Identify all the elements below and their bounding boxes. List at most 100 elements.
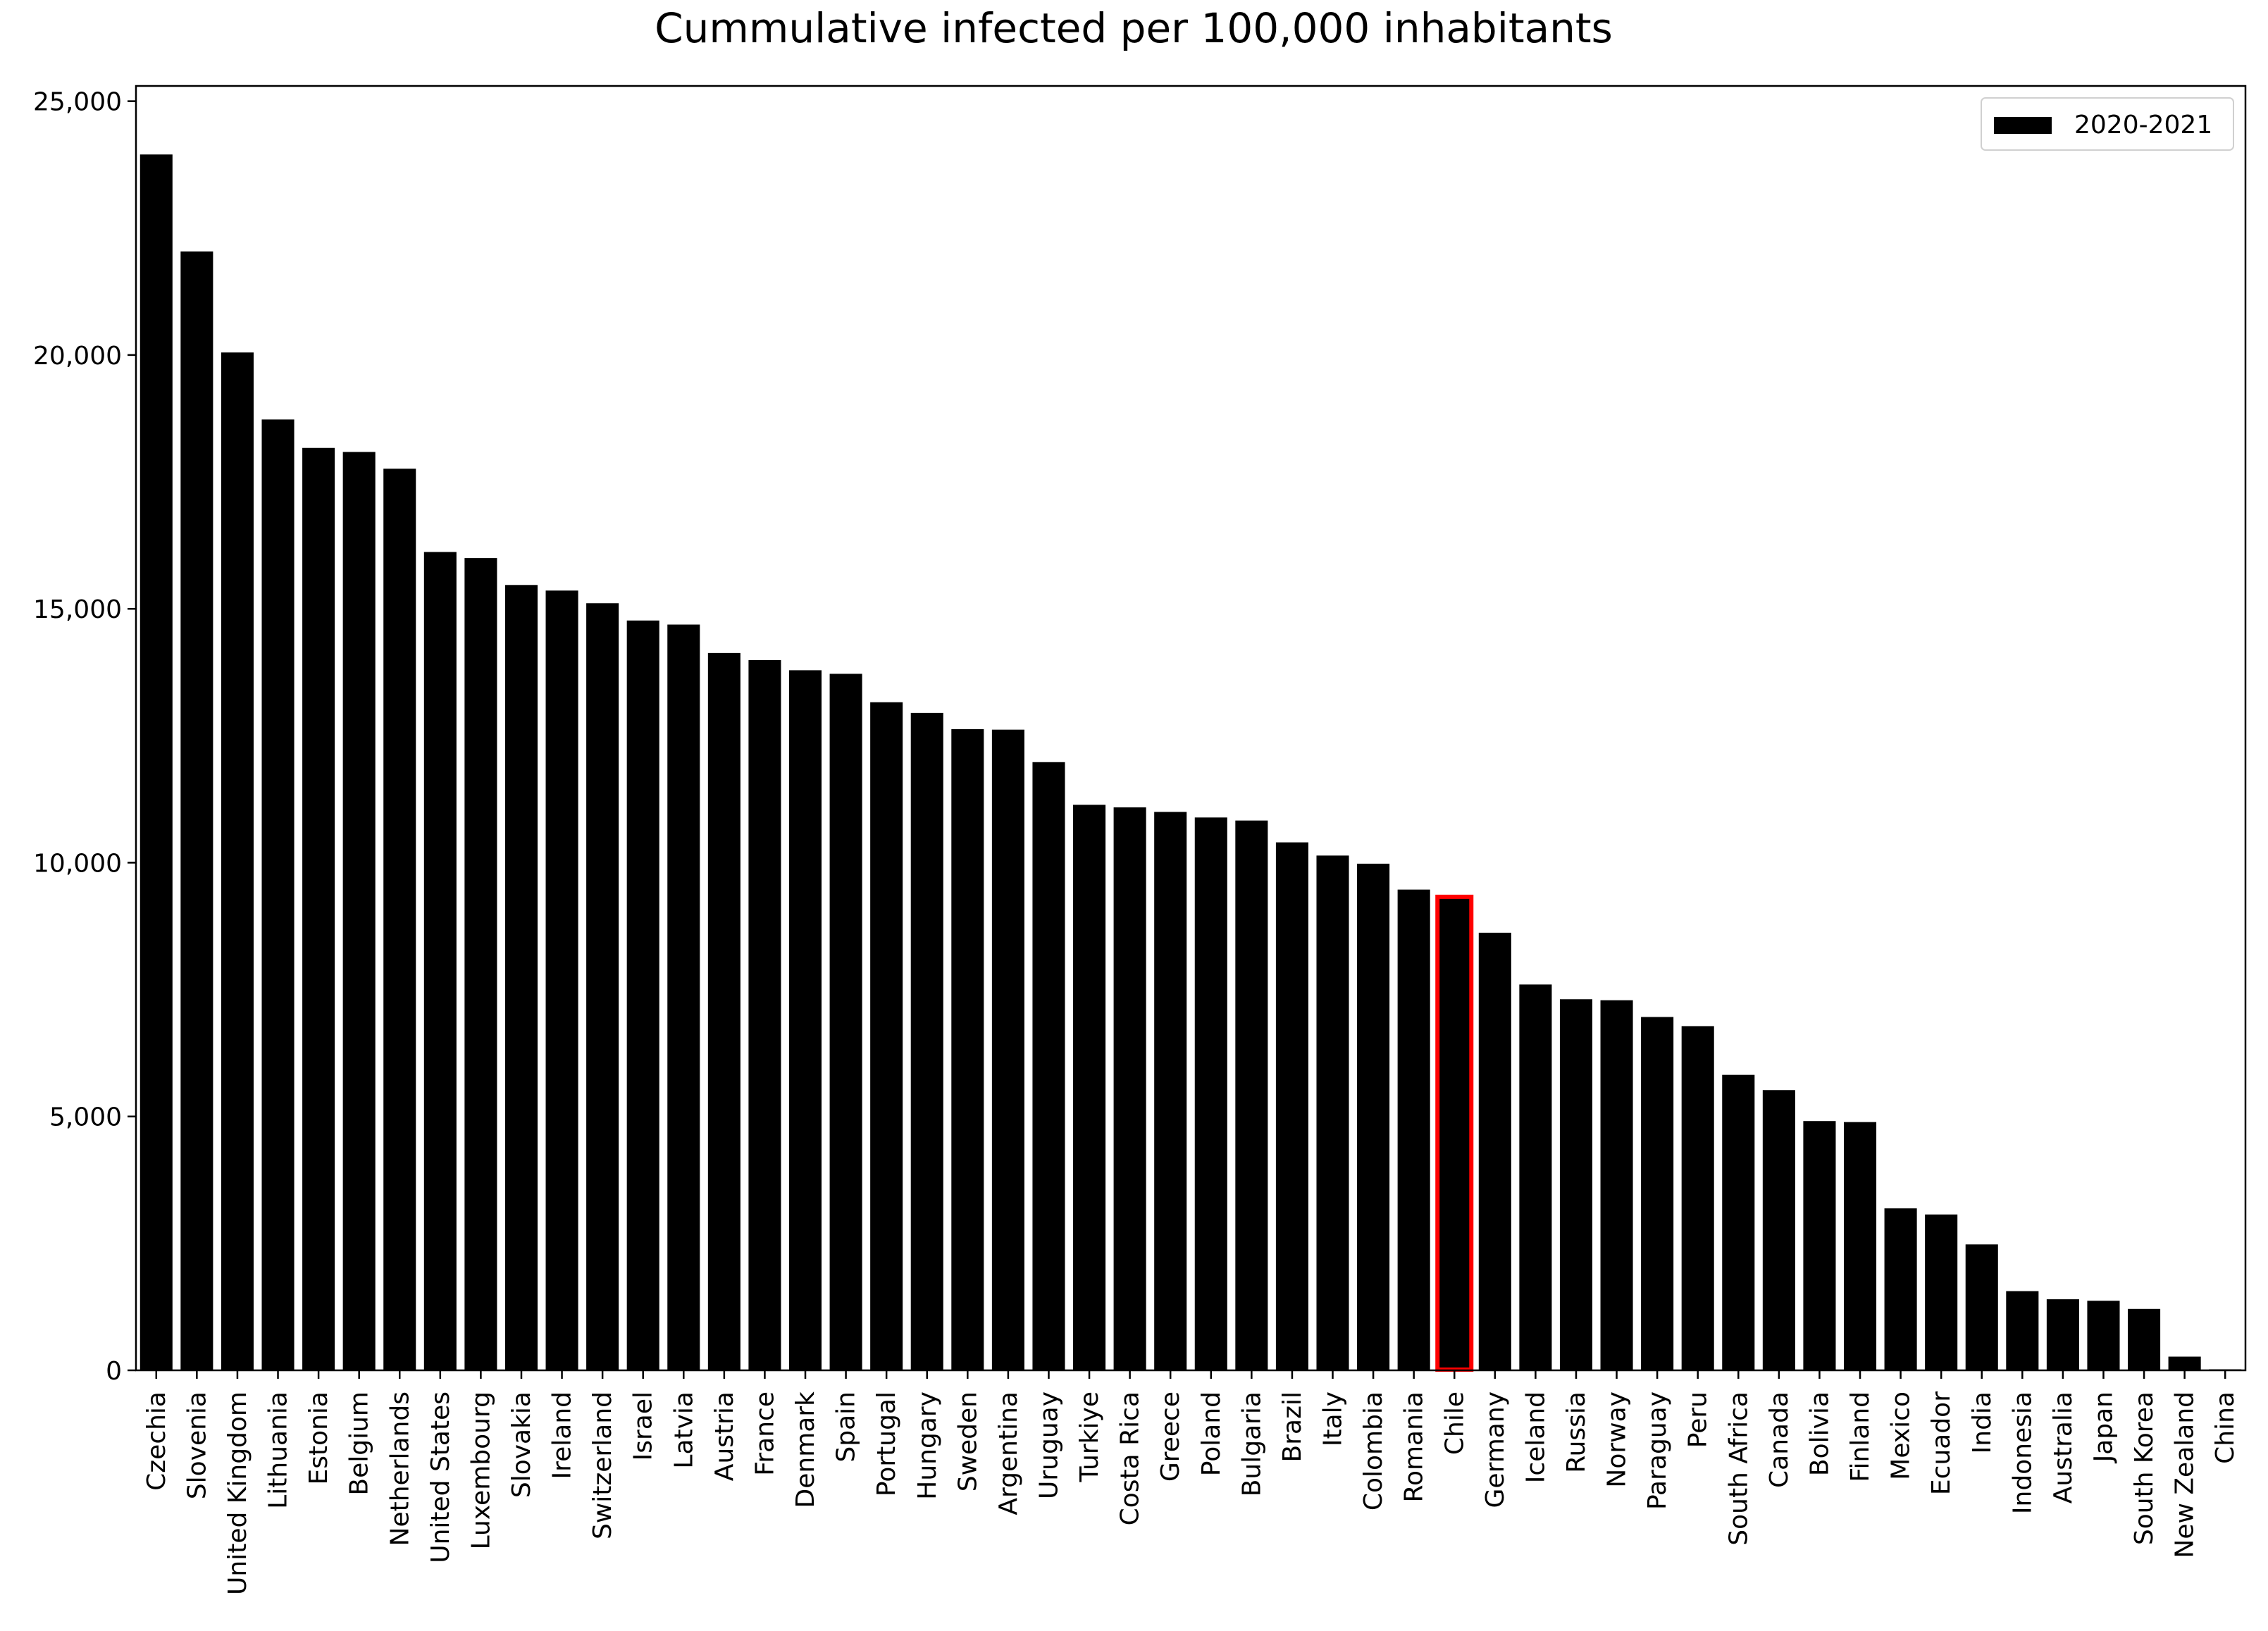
x-tick-label-new-zealand: New Zealand [2171,1391,2200,1558]
x-tick-label-australia: Australia [2049,1391,2078,1503]
x-tick-label-romania: Romania [1400,1391,1429,1502]
bar-slovakia [504,585,538,1370]
bar-russia [1559,999,1593,1370]
bar-norway [1600,1000,1633,1370]
bar-luxembourg [464,558,497,1370]
y-tick-label: 20,000 [33,342,122,371]
bar-portugal [870,702,903,1370]
bar-latvia [667,624,700,1370]
bar-chile [1438,898,1471,1370]
bar-israel [626,620,659,1370]
x-tick-label-finland: Finland [1846,1391,1875,1482]
x-tick-label-brazil: Brazil [1278,1391,1307,1462]
x-tick-label-norway: Norway [1603,1391,1632,1488]
x-tick-label-portugal: Portugal [872,1391,901,1496]
legend-box [1981,97,2234,151]
x-tick-label-argentina: Argentina [994,1391,1023,1515]
bar-south-korea [2128,1308,2161,1370]
x-tick-label-belgium: Belgium [345,1391,374,1496]
bar-mexico [1884,1208,1917,1370]
x-tick-label-united-states: United States [426,1391,455,1563]
bar-ireland [545,590,578,1370]
x-tick-label-austria: Austria [710,1391,739,1481]
bar-bulgaria [1235,820,1268,1370]
bar-austria [707,652,740,1370]
legend-label: 2020-2021 [2074,111,2212,139]
bar-india [1965,1244,1998,1370]
bar-belgium [342,452,376,1370]
bar-czechia [140,154,173,1370]
bar-italy [1316,855,1349,1370]
bar-turkiye [1073,805,1106,1370]
x-tick-label-turkiye: Turkiye [1075,1391,1104,1482]
bar-colombia [1357,863,1390,1370]
bar-greece [1154,812,1187,1370]
plot-frame [135,85,2247,1372]
x-tick-label-canada: Canada [1765,1391,1794,1488]
bar-spain [829,674,862,1370]
bar-united-kingdom [221,352,254,1370]
bar-paraguay [1641,1017,1674,1370]
x-tick-label-poland: Poland [1197,1391,1226,1476]
y-tick-label: 15,000 [33,595,122,624]
x-tick-label-south-korea: South Korea [2130,1391,2159,1545]
x-tick-label-latvia: Latvia [669,1391,698,1469]
bar-bolivia [1803,1121,1836,1370]
legend: 2020-2021 [1981,97,2234,151]
x-tick-label-united-kingdom: United Kingdom [223,1391,252,1595]
bar-romania [1397,889,1430,1370]
x-tick-label-colombia: Colombia [1359,1391,1388,1511]
x-tick-label-luxembourg: Luxembourg [466,1391,495,1549]
bar-uruguay [1032,762,1065,1370]
bar-peru [1681,1026,1714,1370]
x-tick-label-israel: Israel [629,1391,658,1461]
x-tick-label-china: China [2211,1391,2240,1464]
bar-japan [2087,1301,2120,1370]
bar-sweden [951,728,984,1370]
x-tick-label-peru: Peru [1684,1391,1713,1448]
bar-iceland [1519,984,1552,1370]
bar-netherlands [383,469,416,1370]
y-tick-label: 5,000 [49,1103,122,1132]
bar-poland [1194,817,1227,1370]
bar-indonesia [2006,1291,2039,1370]
x-tick-label-bulgaria: Bulgaria [1237,1391,1266,1496]
bar-estonia [302,447,335,1370]
x-tick-label-indonesia: Indonesia [2008,1391,2037,1514]
bar-finland [1843,1122,1877,1370]
x-tick-label-iceland: Iceland [1521,1391,1550,1483]
bar-ecuador [1925,1214,1958,1370]
chart-title: Cummulative infected per 100,000 inhabit… [655,4,1613,52]
x-tick-label-hungary: Hungary [913,1391,942,1500]
x-tick-label-denmark: Denmark [791,1391,820,1508]
x-tick-label-france: France [750,1391,779,1476]
x-tick-label-bolivia: Bolivia [1805,1391,1834,1476]
x-tick-label-india: India [1968,1391,1997,1453]
bar-argentina [991,729,1024,1370]
y-tick-label: 10,000 [33,849,122,878]
x-tick-label-paraguay: Paraguay [1643,1391,1672,1510]
x-tick-label-sweden: Sweden [953,1391,982,1492]
bar-slovenia [180,251,213,1370]
bar-canada [1762,1090,1795,1370]
x-tick-label-italy: Italy [1319,1391,1348,1446]
x-tick-label-germany: Germany [1481,1391,1510,1508]
x-tick-label-south-africa: South Africa [1724,1391,1753,1546]
bar-denmark [788,670,822,1370]
y-tick-label: 0 [106,1357,122,1386]
bar-switzerland [586,603,619,1370]
x-tick-label-mexico: Mexico [1887,1391,1916,1480]
x-tick-label-uruguay: Uruguay [1034,1391,1063,1499]
x-tick-label-netherlands: Netherlands [385,1391,414,1546]
x-tick-label-japan: Japan [2089,1391,2118,1463]
x-tick-label-switzerland: Switzerland [588,1391,617,1539]
x-tick-label-russia: Russia [1562,1391,1591,1473]
x-axis: Czechia Slovenia United Kingdom Lithuania Es… [142,1370,2240,1595]
y-tick-label: 25,000 [33,88,122,117]
bar-costa-rica [1113,807,1146,1370]
bar-united-states [423,552,457,1370]
bar-lithuania [261,419,295,1370]
x-tick-label-lithuania: Lithuania [264,1391,293,1509]
bar-new-zealand [2168,1356,2201,1370]
